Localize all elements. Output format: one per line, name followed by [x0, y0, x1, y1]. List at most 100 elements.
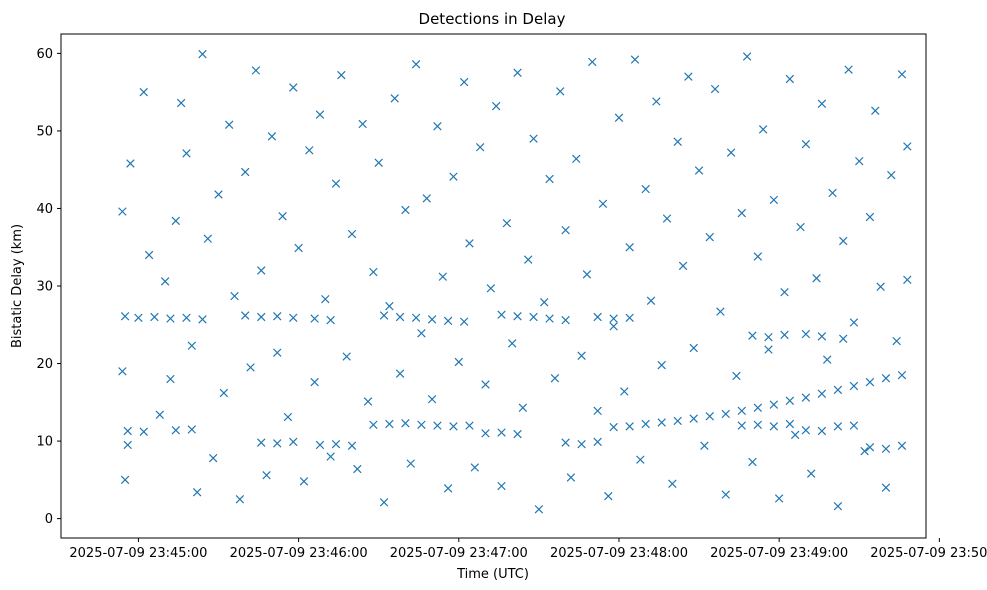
detection-point	[171, 216, 181, 226]
detection-point	[545, 314, 554, 323]
detection-point	[449, 422, 458, 431]
detection-point	[118, 367, 127, 376]
detection-point	[641, 419, 650, 429]
detection-point	[678, 261, 688, 271]
detection-point	[240, 311, 250, 320]
detection-point	[561, 438, 570, 447]
detection-point	[406, 459, 415, 468]
detection-point	[262, 470, 271, 480]
detection-point	[876, 282, 885, 291]
detection-point	[753, 403, 763, 412]
detection-point	[593, 406, 602, 416]
detection-point	[822, 355, 832, 364]
detection-point	[833, 385, 843, 395]
detection-point	[839, 334, 848, 343]
detection-point	[369, 267, 378, 277]
detection-point	[657, 418, 666, 427]
detection-point	[374, 158, 383, 167]
detection-point	[833, 501, 843, 511]
detection-point	[310, 377, 319, 387]
detection-point	[523, 255, 533, 264]
detection-point	[625, 422, 634, 431]
detection-point	[214, 190, 223, 199]
detection-point	[785, 396, 795, 405]
detection-point	[737, 208, 747, 218]
detection-point	[817, 99, 827, 109]
detection-point	[203, 234, 213, 243]
data-points	[118, 49, 912, 514]
detection-point	[465, 239, 474, 248]
detection-point	[321, 294, 330, 304]
detection-point	[278, 211, 287, 221]
detection-point	[379, 498, 389, 507]
detection-point	[342, 352, 351, 361]
detection-point	[326, 315, 335, 325]
detection-point	[438, 272, 447, 281]
detection-point	[126, 159, 135, 168]
detection-point	[411, 60, 421, 69]
detection-point	[273, 312, 282, 321]
detection-point	[417, 420, 426, 430]
detection-point	[801, 425, 811, 435]
detection-point	[230, 291, 239, 301]
detection-point	[769, 422, 779, 431]
detection-point	[817, 332, 827, 341]
detection-point	[294, 243, 303, 253]
detection-point	[673, 137, 682, 147]
detection-point	[684, 72, 693, 81]
detection-point	[182, 149, 191, 158]
detection-point	[774, 494, 784, 503]
detection-point	[401, 419, 410, 428]
detection-point	[120, 312, 130, 321]
detection-point	[155, 410, 165, 419]
detection-point	[780, 287, 789, 297]
detection-point	[689, 343, 698, 353]
detection-point	[801, 393, 811, 402]
detection-point	[315, 440, 325, 450]
detection-point	[529, 134, 538, 143]
detection-point	[652, 97, 661, 106]
detection-point	[427, 315, 437, 324]
detection-point	[620, 387, 629, 396]
detection-point	[465, 421, 474, 430]
detection-point	[636, 455, 645, 464]
detection-point	[470, 463, 480, 472]
detection-point	[246, 363, 255, 372]
detection-point	[331, 439, 341, 449]
detection-point	[192, 488, 202, 497]
detection-point	[310, 314, 319, 323]
x-tick-label: 2025-07-09 23:47:00	[390, 546, 528, 561]
detection-point	[540, 298, 549, 307]
detection-point	[625, 313, 634, 323]
detection-point	[806, 469, 816, 478]
detection-point	[550, 374, 560, 383]
y-tick-label: 30	[36, 280, 53, 295]
detection-point	[833, 422, 843, 431]
detection-point	[257, 438, 266, 447]
detection-point	[737, 406, 747, 416]
detection-point	[443, 484, 453, 493]
detection-point	[369, 420, 378, 430]
detection-point	[134, 313, 143, 323]
y-axis-title: Bistatic Delay (km)	[10, 224, 25, 348]
detection-point	[427, 394, 437, 404]
detection-point	[609, 322, 618, 331]
detection-point	[721, 409, 730, 419]
detection-point	[561, 225, 570, 235]
detection-point	[118, 207, 127, 216]
detection-point	[513, 312, 522, 321]
detection-point	[385, 301, 394, 311]
detection-point	[545, 174, 554, 184]
y-tick-label: 0	[45, 512, 53, 527]
x-tick-label: 2025-07-09 23:45:00	[69, 546, 207, 561]
detection-point	[625, 243, 634, 252]
detection-point	[689, 414, 698, 423]
detection-point	[475, 142, 485, 152]
detection-point	[630, 55, 640, 64]
detection-point	[887, 170, 896, 180]
detection-point	[305, 146, 314, 155]
detection-point	[353, 464, 362, 474]
detection-point	[641, 184, 650, 194]
detection-point	[267, 132, 277, 141]
